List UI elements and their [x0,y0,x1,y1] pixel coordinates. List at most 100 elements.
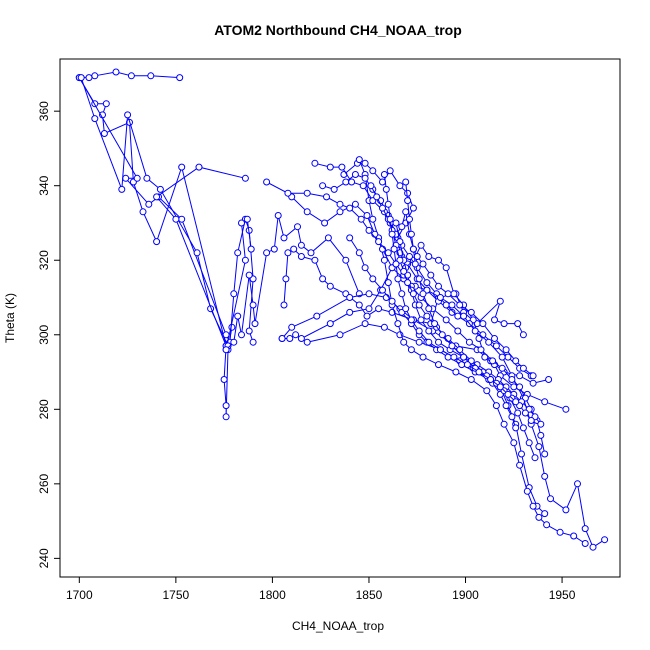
data-point [448,342,456,350]
data-point [139,208,147,216]
data-point [380,171,388,178]
series-line [291,196,605,548]
data-point [436,346,444,354]
data-point [369,215,377,223]
data-point [512,398,520,406]
data-point [380,323,388,331]
data-point [351,200,359,208]
data-point [241,174,249,182]
y-tick-label: 300 [37,324,51,344]
data-point [481,353,489,361]
data-point [195,163,203,171]
data-point [249,338,257,346]
chart-title: ATOM2 Northbound CH4_NOAA_trop [214,22,462,38]
data-point [326,163,334,171]
data-point [535,513,543,521]
data-point [373,193,381,201]
data-point [284,249,292,257]
data-point [487,376,495,383]
data-point [230,290,238,298]
data-point [504,390,512,398]
y-tick-label: 280 [37,399,51,419]
data-point [519,364,527,372]
data-point [514,409,522,417]
data-point [234,312,242,320]
data-point [388,297,396,305]
data-point [409,204,417,212]
data-point [512,357,520,365]
data-point [407,316,415,324]
data-point [394,320,402,328]
data-point [338,163,346,171]
x-tick-label: 1700 [66,588,93,602]
data-point [361,320,369,328]
data-point [417,241,425,249]
data-point [545,376,553,383]
data-point [521,409,529,417]
data-point [375,238,383,246]
data-point [263,249,271,257]
data-point [297,253,305,260]
data-point [336,208,344,216]
data-point [367,182,375,190]
series-line [78,71,233,417]
data-point [133,174,141,182]
data-point [535,443,543,451]
x-axis-label: CH4_NOAA_trop [292,619,384,633]
data-point [502,346,510,354]
data-point [574,480,581,488]
data-point [409,290,417,298]
data-point [249,301,257,309]
data-point [145,200,153,208]
data-point [230,338,238,346]
data-point [388,230,396,238]
data-point [519,331,527,339]
data-point [419,353,427,361]
data-point [556,528,564,536]
data-point [282,275,290,283]
data-point [176,74,184,82]
data-point [467,376,475,383]
data-point [355,249,363,257]
data-point [392,260,400,268]
data-point [407,346,415,354]
data-point [417,316,425,324]
y-tick-label: 340 [37,175,51,195]
data-point [102,100,110,108]
data-point [100,130,108,137]
data-point [454,327,462,335]
x-axis: 1700 1750 1800 1850 1900 1950 [66,577,576,602]
data-point [193,249,201,257]
y-tick-label: 360 [37,101,51,121]
data-point [477,346,485,354]
data-point [122,174,130,182]
data-point [500,320,508,328]
data-point [234,249,242,257]
data-point [496,297,504,305]
data-point [448,308,456,316]
data-point [91,72,99,80]
data-point [290,245,298,253]
data-point [278,335,286,342]
data-point [172,215,180,223]
series-line [358,159,586,544]
data-point [143,174,151,182]
data-point [323,193,330,201]
data-point [346,234,354,242]
data-point [380,256,388,264]
data-point [541,398,549,406]
data-point [307,249,315,257]
data-point [435,361,442,369]
data-point [431,320,439,328]
x-tick-label: 1850 [356,588,383,602]
data-point [527,417,535,424]
data-point [415,275,423,283]
data-point [112,68,120,76]
data-point [294,223,301,231]
data-point [297,241,305,249]
data-point [346,294,354,301]
data-point [147,72,155,80]
data-point [541,450,549,458]
data-point [238,331,245,339]
